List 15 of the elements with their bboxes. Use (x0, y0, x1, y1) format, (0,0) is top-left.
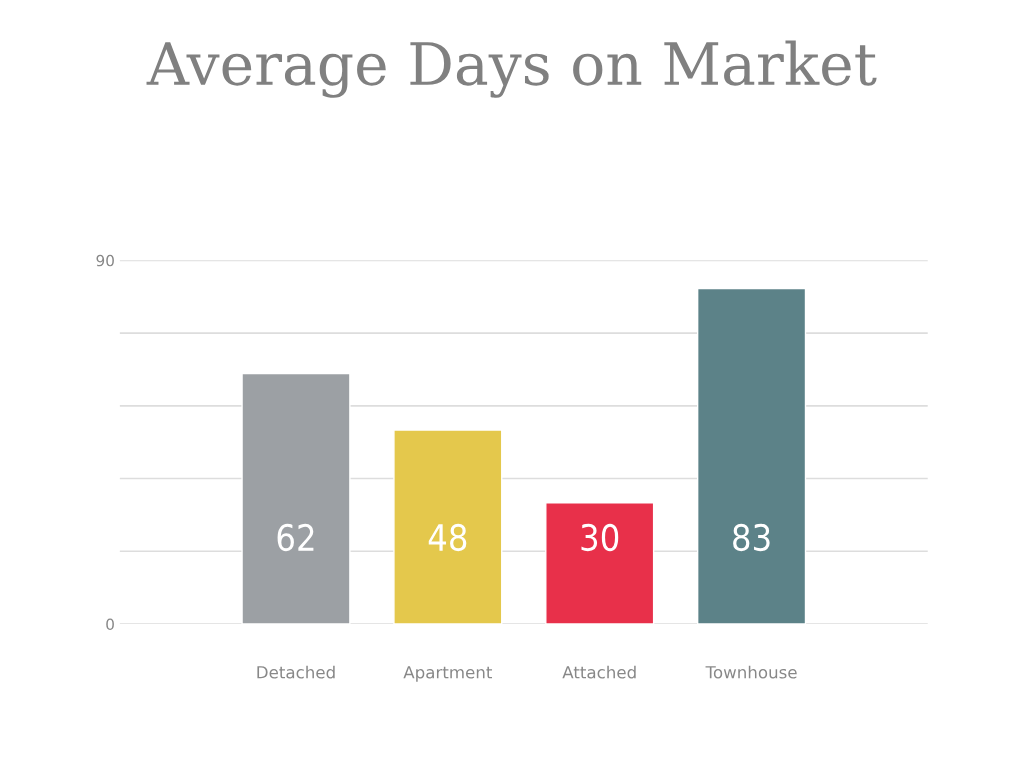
x-tick-label: Townhouse (705, 665, 797, 679)
bar (696, 287, 807, 624)
data-label: 62 (277, 523, 314, 552)
bar (545, 502, 655, 624)
y-tick-label: 90 (96, 254, 114, 267)
y-tick-label: 0 (106, 618, 114, 631)
x-tick-label: Detached (257, 665, 335, 679)
chart-title: Average Days on Market (146, 40, 877, 98)
data-label: 30 (581, 523, 619, 552)
data-label: 83 (733, 523, 770, 552)
data-label: 48 (428, 523, 467, 552)
bar (393, 429, 503, 624)
x-tick-label: Attached (562, 665, 636, 679)
bar (241, 372, 351, 624)
x-tick-label: Apartment (403, 666, 493, 682)
